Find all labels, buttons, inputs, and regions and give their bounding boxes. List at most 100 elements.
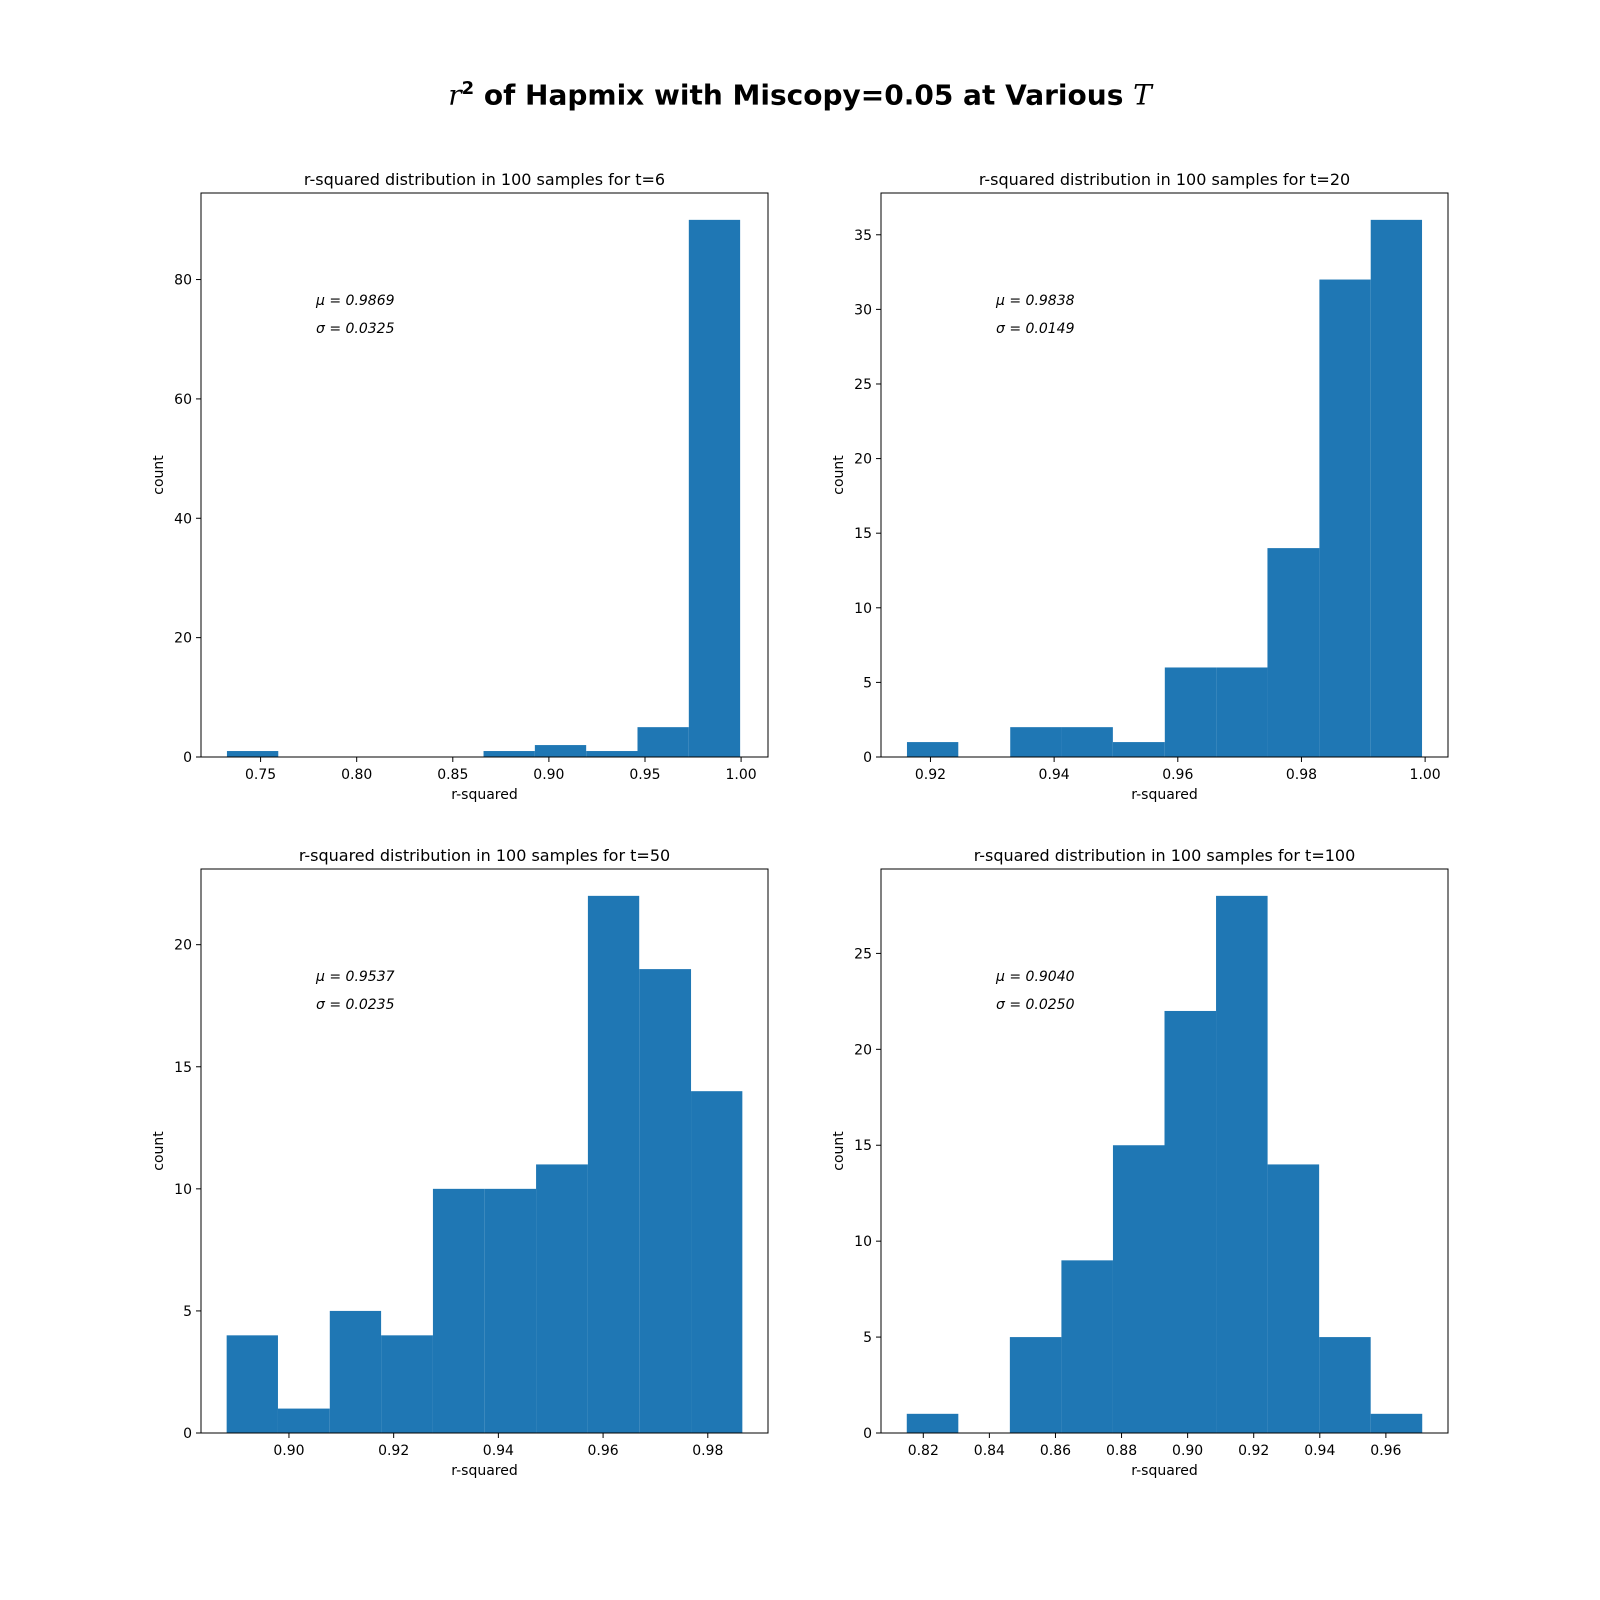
x-tick-label: 0.90 bbox=[533, 767, 564, 783]
x-tick-label: 0.75 bbox=[245, 767, 276, 783]
y-tick-label: 25 bbox=[854, 377, 872, 393]
x-tick-label: 0.90 bbox=[273, 1443, 304, 1459]
subplot-title: r-squared distribution in 100 samples fo… bbox=[304, 170, 665, 189]
x-tick-label: 0.94 bbox=[483, 1443, 514, 1459]
x-axis-label: r-squared bbox=[451, 787, 518, 803]
axes-frame bbox=[200, 192, 769, 758]
sigma-annotation: σ = 0.0250 bbox=[996, 997, 1075, 1013]
x-tick-label: 0.90 bbox=[1172, 1443, 1203, 1459]
histogram-bar bbox=[1267, 1164, 1320, 1433]
x-tick-label: 0.92 bbox=[915, 767, 946, 783]
histogram-panel-3: 0.90 0.92 0.94 0.96 0.98 0 5 10 15 20 r-squared di… bbox=[151, 846, 769, 1479]
x-tick-label: 0.96 bbox=[1162, 767, 1193, 783]
histogram-bar bbox=[1216, 895, 1268, 1433]
x-axis-label: r-squared bbox=[1131, 1463, 1198, 1479]
histogram-bar bbox=[1061, 727, 1113, 757]
histogram-bar bbox=[691, 1091, 743, 1433]
sigma-annotation: σ = 0.0325 bbox=[316, 321, 395, 337]
y-tick-label: 40 bbox=[174, 511, 192, 527]
axes-frame bbox=[880, 192, 1449, 758]
x-tick-label: 0.96 bbox=[587, 1443, 618, 1459]
histogram-bar bbox=[329, 1310, 382, 1433]
histogram-bar bbox=[1009, 1337, 1062, 1433]
histogram-bar bbox=[1112, 742, 1165, 757]
x-tick-label: 0.92 bbox=[378, 1443, 409, 1459]
mean-annotation: μ = 0.9869 bbox=[315, 293, 395, 309]
y-tick-label: 20 bbox=[854, 1042, 872, 1058]
y-tick-label: 15 bbox=[174, 1060, 192, 1076]
histogram-bar bbox=[534, 745, 587, 757]
y-tick-label: 10 bbox=[854, 1234, 872, 1250]
x-tick-label: 0.92 bbox=[1238, 1443, 1269, 1459]
title-text: of Hapmix with Miscopy=0.05 at Various bbox=[474, 78, 1134, 112]
histogram-bar bbox=[637, 727, 689, 757]
x-tick-label: 0.80 bbox=[341, 767, 372, 783]
y-tick-label: 0 bbox=[863, 750, 872, 766]
y-axis-label: count bbox=[151, 1131, 167, 1171]
subplot-title: r-squared distribution in 100 samples fo… bbox=[974, 846, 1356, 865]
y-tick-label: 0 bbox=[863, 1426, 872, 1442]
y-tick-label: 10 bbox=[854, 601, 872, 617]
title-t-symbol: T bbox=[1133, 78, 1152, 112]
x-tick-label: 0.98 bbox=[1286, 767, 1317, 783]
x-tick-label: 0.94 bbox=[1039, 767, 1070, 783]
x-axis-label: r-squared bbox=[1131, 787, 1198, 803]
y-tick-label: 0 bbox=[183, 750, 192, 766]
y-tick-label: 35 bbox=[854, 228, 872, 244]
histogram-bar bbox=[536, 1164, 588, 1433]
histogram-bar bbox=[1370, 1413, 1423, 1433]
y-tick-label: 60 bbox=[174, 392, 192, 408]
y-tick-label: 20 bbox=[854, 452, 872, 468]
y-axis-label: count bbox=[831, 1131, 847, 1171]
histogram-bar bbox=[1164, 1010, 1217, 1433]
histogram-bar bbox=[484, 1188, 537, 1433]
x-tick-label: 0.86 bbox=[1040, 1443, 1071, 1459]
histogram-bar bbox=[688, 219, 741, 757]
histogram-panel-2: 0.92 0.94 0.96 0.98 1.00 0 5 10 15 20 25 30 35 r-squa… bbox=[831, 170, 1449, 803]
mean-annotation: μ = 0.9040 bbox=[995, 969, 1075, 985]
y-axis-label: count bbox=[151, 455, 167, 495]
y-tick-label: 20 bbox=[174, 631, 192, 647]
x-tick-label: 0.85 bbox=[437, 767, 468, 783]
histogram-bar bbox=[1112, 1145, 1165, 1433]
y-tick-label: 10 bbox=[174, 1182, 192, 1198]
histogram-panel-4: 0.82 0.84 0.86 0.88 0.90 0.92 0.94 0.96 0 5 10 15 20… bbox=[831, 846, 1449, 1479]
axes-frame bbox=[880, 868, 1449, 1434]
title-r-symbol: r bbox=[448, 78, 462, 112]
y-tick-label: 5 bbox=[183, 1304, 192, 1320]
x-tick-label: 0.95 bbox=[629, 767, 660, 783]
histogram-bar bbox=[1370, 219, 1423, 757]
x-tick-label: 0.82 bbox=[908, 1443, 939, 1459]
y-tick-label: 15 bbox=[854, 526, 872, 542]
y-tick-label: 0 bbox=[183, 1426, 192, 1442]
sigma-annotation: σ = 0.0149 bbox=[996, 321, 1075, 337]
histogram-bar bbox=[1267, 548, 1320, 757]
y-tick-label: 20 bbox=[174, 938, 192, 954]
subplot-title: r-squared distribution in 100 samples fo… bbox=[299, 846, 670, 865]
x-axis-label: r-squared bbox=[451, 1463, 518, 1479]
histogram-bar bbox=[1061, 1260, 1113, 1433]
subplot-title: r-squared distribution in 100 samples fo… bbox=[979, 170, 1350, 189]
histogram-bar bbox=[906, 742, 959, 757]
y-tick-label: 15 bbox=[854, 1138, 872, 1154]
histogram-bar bbox=[432, 1188, 485, 1433]
y-tick-label: 30 bbox=[854, 302, 872, 318]
histogram-bar bbox=[226, 1335, 278, 1433]
y-tick-label: 25 bbox=[854, 946, 872, 962]
histogram-bar bbox=[639, 969, 692, 1433]
y-axis-label: count bbox=[831, 455, 847, 495]
histogram-bar bbox=[1216, 667, 1268, 757]
mean-annotation: μ = 0.9537 bbox=[315, 969, 395, 985]
x-tick-label: 0.96 bbox=[1370, 1443, 1401, 1459]
histogram-bar bbox=[1164, 667, 1217, 757]
axes-frame bbox=[200, 868, 769, 1434]
histogram-bar bbox=[226, 751, 279, 757]
histogram-bar bbox=[277, 1408, 330, 1433]
histogram-bar bbox=[1319, 1337, 1371, 1433]
x-tick-label: 0.98 bbox=[692, 1443, 723, 1459]
figure-title: r2 of Hapmix with Miscopy=0.05 at Variou… bbox=[0, 78, 1600, 111]
y-tick-label: 5 bbox=[863, 1330, 872, 1346]
histogram-bar bbox=[1010, 727, 1062, 757]
